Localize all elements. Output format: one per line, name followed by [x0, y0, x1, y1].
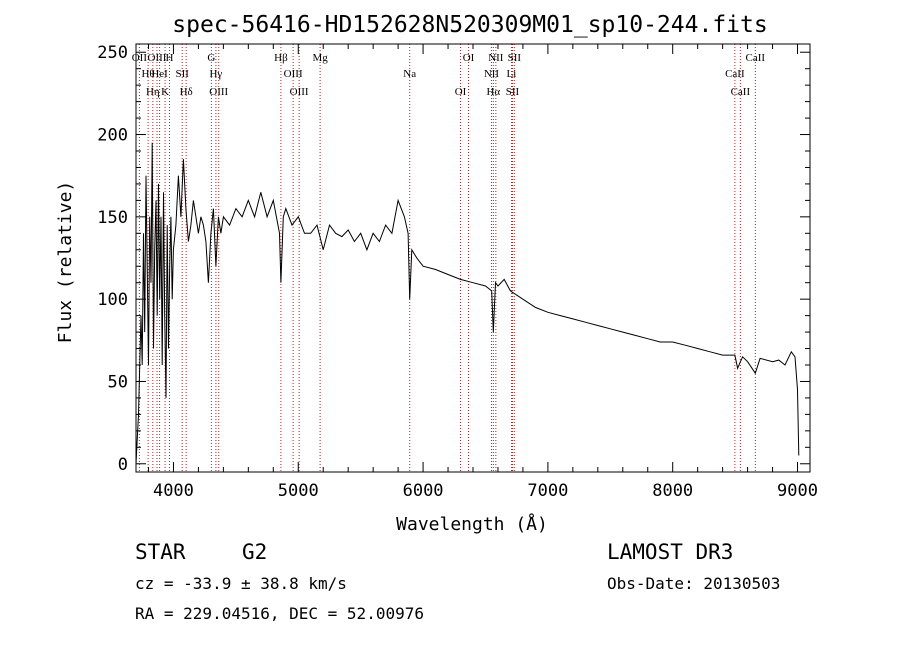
redshift-velocity: cz = -33.9 ± 38.8 km/s: [135, 574, 347, 593]
line-label-10: Hγ: [209, 68, 222, 80]
y-tick-label-0: 0: [118, 455, 128, 475]
line-label-19: NII: [484, 68, 500, 80]
line-label-6: H: [165, 52, 173, 64]
spectrum-series-line: [135, 142, 800, 464]
plot-frame: [135, 43, 811, 473]
coordinates: RA = 229.04516, DEC = 52.00976: [135, 604, 424, 623]
line-label-7: SII: [175, 68, 189, 80]
line-label-15: Mg: [312, 52, 328, 64]
x-tick-label-2: 6000: [403, 481, 444, 501]
line-label-22: Li: [507, 68, 517, 80]
line-label-13: OIII: [284, 68, 303, 80]
line-label-4: HeI: [151, 68, 168, 80]
chart-title: spec-56416-HD152628N520309M01_sp10-244.f…: [172, 12, 767, 38]
x-axis-label: Wavelength (Å): [396, 513, 548, 535]
line-label-20: Hα: [486, 86, 500, 98]
observation-date: Obs-Date: 20130503: [607, 574, 781, 593]
line-label-11: OIII: [209, 86, 228, 98]
line-label-24: SII: [508, 52, 522, 64]
line-label-2: Hη: [146, 86, 160, 98]
x-tick-label-1: 5000: [278, 481, 319, 501]
line-label-8: Hδ: [180, 86, 193, 98]
y-tick-label-4: 200: [97, 126, 128, 146]
line-label-5: K: [161, 86, 169, 98]
line-label-17: OI: [455, 86, 467, 98]
line-label-14: OIII: [290, 86, 309, 98]
line-label-26: CaII: [731, 86, 751, 98]
line-label-9: G: [207, 52, 215, 64]
spectral-line-labels: OIIHθHηOIIIHeIKHSIIHδGHγOIIIHβOIIIOIIIMg…: [132, 52, 766, 98]
line-label-12: Hβ: [274, 52, 288, 64]
line-label-25: CaII: [725, 68, 745, 80]
spectral-subclass: G2: [242, 540, 268, 564]
line-label-23: SII: [506, 86, 520, 98]
x-tick-label-4: 8000: [652, 481, 693, 501]
y-tick-label-1: 50: [108, 372, 128, 392]
spectral-line-markers: [138, 44, 756, 472]
y-tick-label-5: 250: [97, 43, 128, 63]
line-label-3: OIII: [148, 52, 167, 64]
object-type: STAR: [135, 540, 186, 564]
x-tick-label-5: 9000: [777, 481, 818, 501]
y-tick-label-2: 100: [97, 290, 128, 310]
x-tick-label-0: 4000: [153, 481, 194, 501]
line-label-16: Na: [403, 68, 416, 80]
line-label-1: Hθ: [141, 68, 154, 80]
line-label-18: OI: [463, 52, 475, 64]
y-axis-label: Flux (relative): [55, 181, 76, 344]
x-axis: 4000 5000 6000 7000 8000 9000: [147, 44, 818, 501]
y-tick-label-3: 150: [97, 208, 128, 228]
x-tick-label-3: 7000: [527, 481, 568, 501]
line-label-0: OII: [132, 52, 148, 64]
line-label-21: NII: [488, 52, 504, 64]
y-axis: 0 50 100 150 200 250: [97, 43, 810, 475]
survey-name: LAMOST DR3: [607, 540, 734, 564]
line-label-27: CaII: [746, 52, 766, 64]
